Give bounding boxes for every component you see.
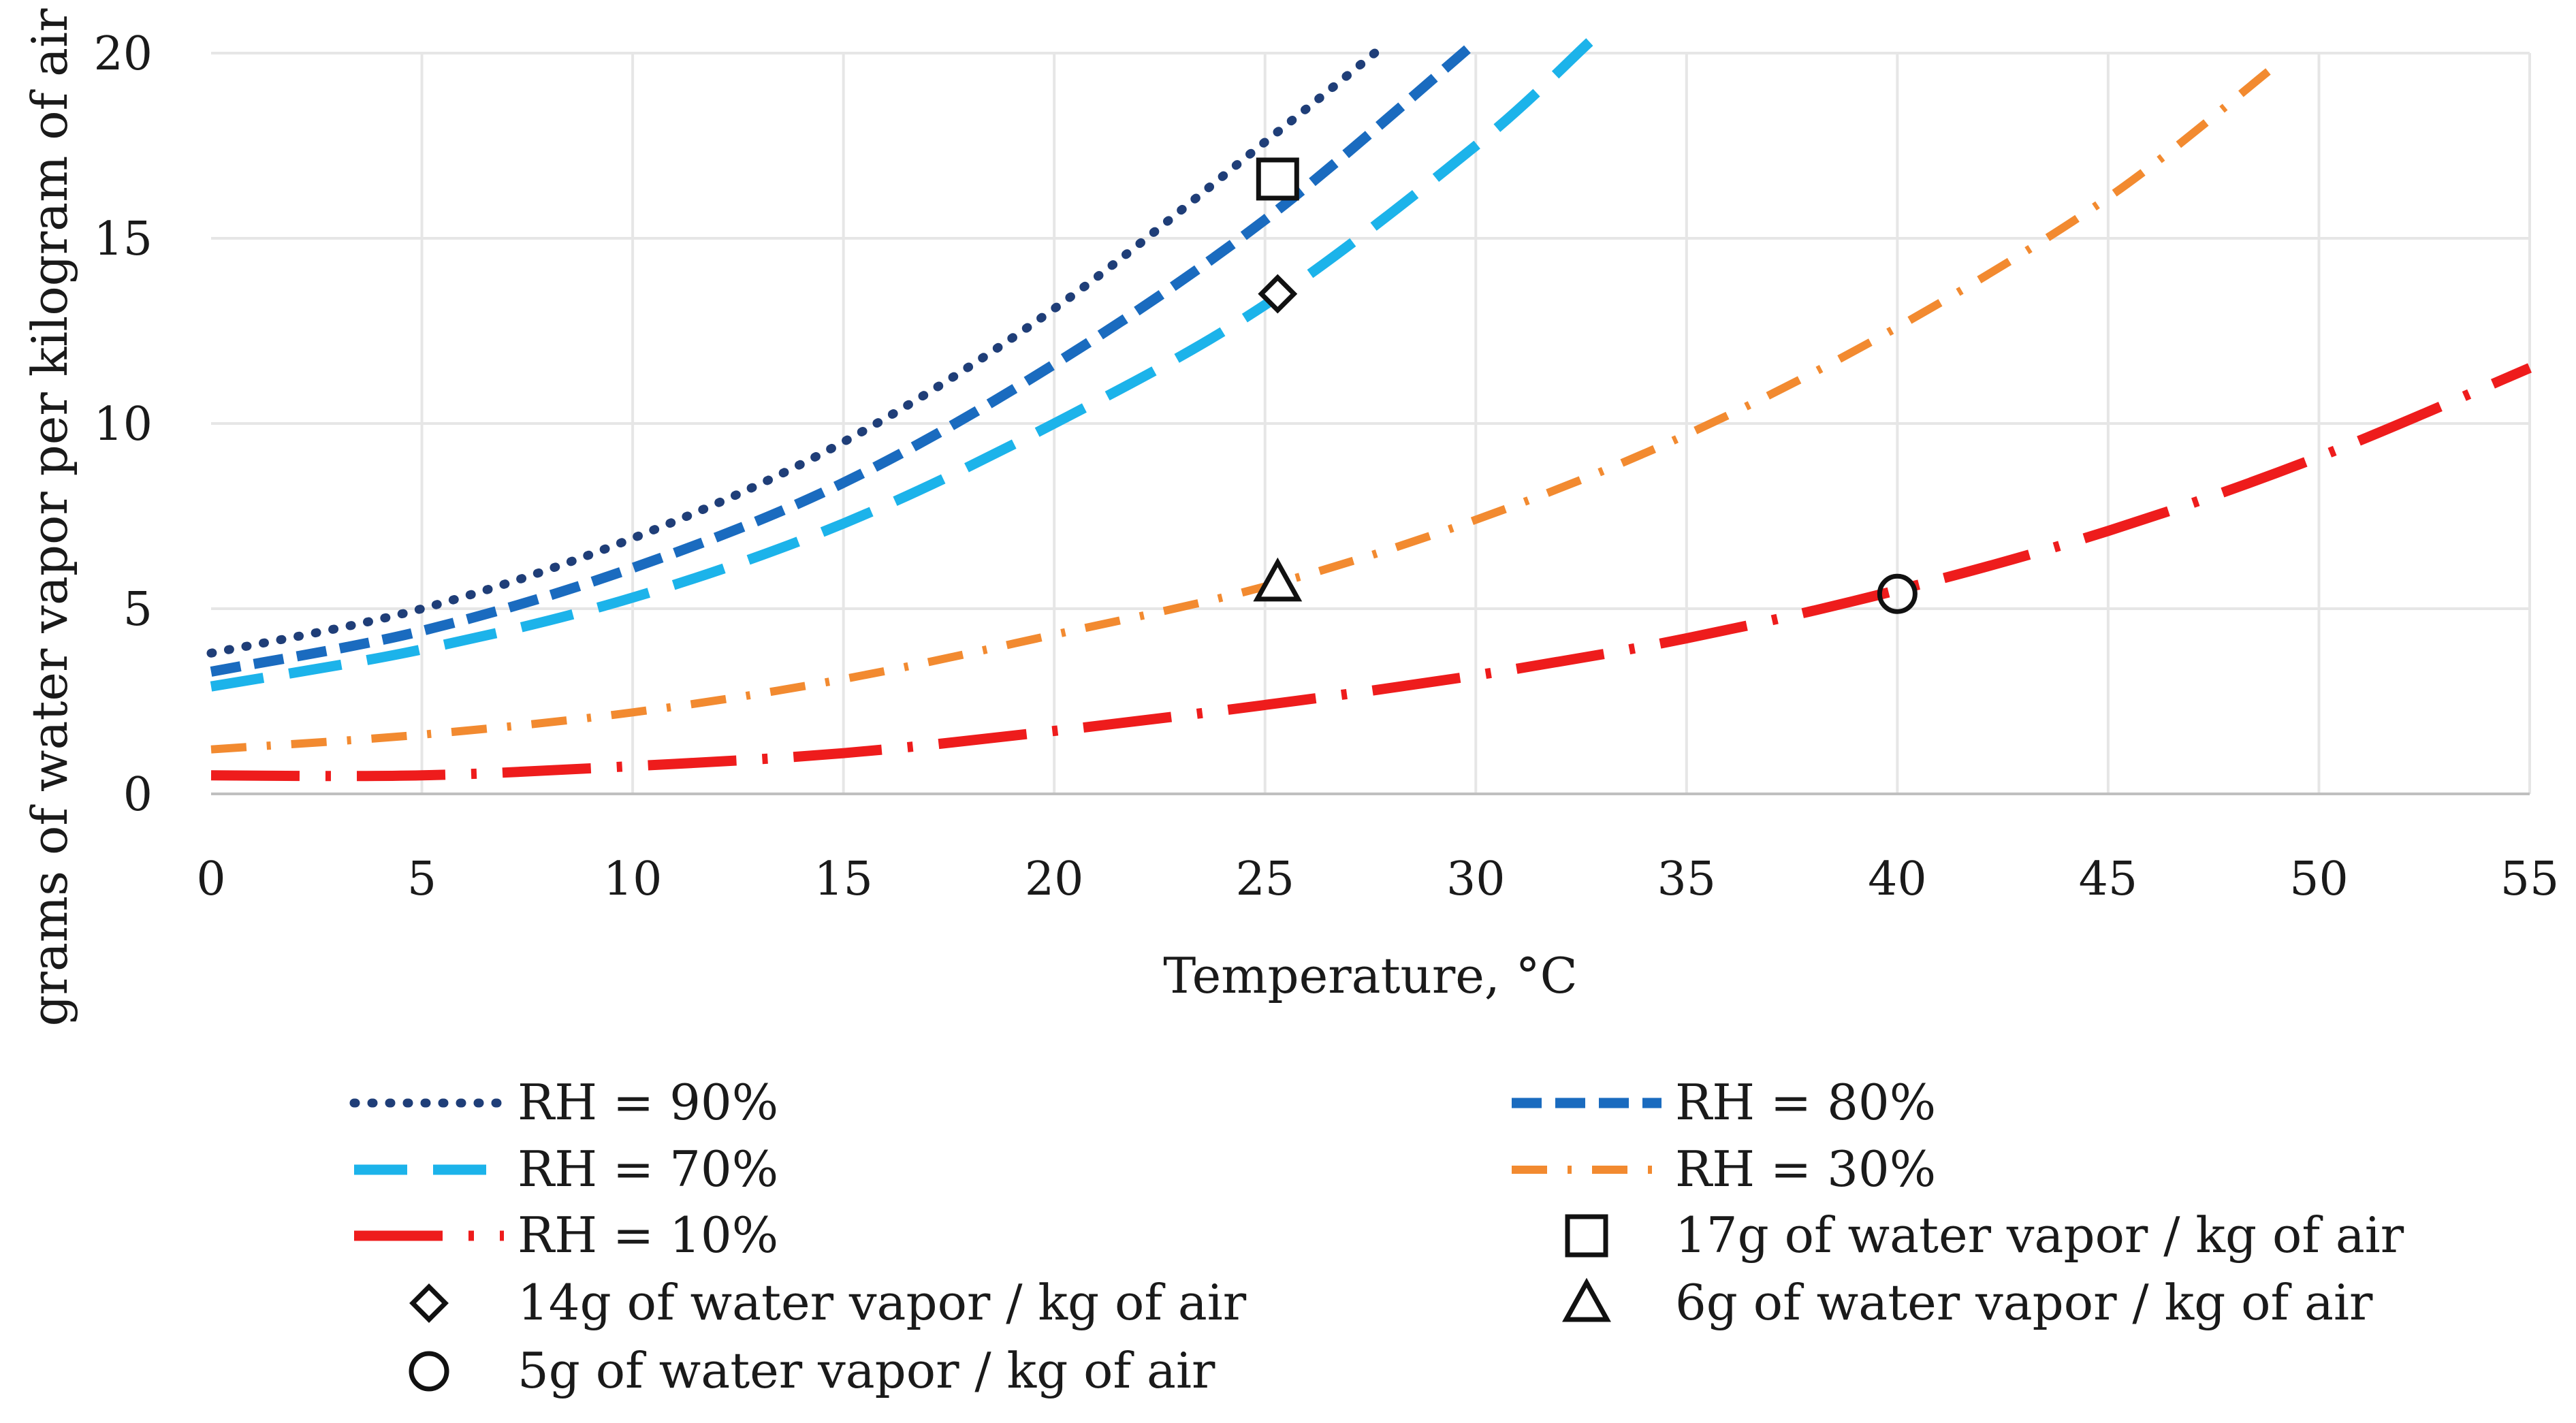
series-layer: [206, 37, 2532, 782]
legend-label: RH = 80%: [1675, 1074, 1936, 1131]
series-line-2: [210, 38, 1593, 692]
x-tick-label: 15: [814, 852, 873, 906]
x-tick-label: 50: [2289, 852, 2349, 906]
diamond-marker: [1258, 274, 1298, 314]
x-tick-label: 30: [1446, 852, 1506, 906]
square-marker: [1256, 157, 1299, 201]
circle-marker: [1877, 573, 1918, 614]
x-tick-label: 35: [1657, 852, 1717, 906]
legend-diamond-icon: [409, 1283, 449, 1323]
x-tick-label: 20: [1025, 852, 1084, 906]
legend-circle-icon: [409, 1351, 449, 1392]
legend-label: RH = 70%: [518, 1140, 778, 1198]
legend-label: 5g of water vapor / kg of air: [518, 1342, 1215, 1399]
legend-label: RH = 90%: [518, 1074, 778, 1131]
y-tick-label: 0: [123, 768, 153, 822]
triangle-marker: [1253, 557, 1303, 602]
legend-label: RH = 30%: [1675, 1140, 1936, 1198]
x-tick-label: 10: [603, 852, 663, 906]
y-tick-label: 20: [93, 27, 153, 81]
series-line-1: [210, 37, 1480, 677]
legend-label: RH = 10%: [518, 1206, 778, 1264]
x-axis-title: Temperature, °C: [1163, 947, 1578, 1004]
tick-labels: 0 5 10 15 20 25 30 35 40 45 50 55 0 5 10 15 20: [93, 27, 2559, 906]
x-tick-label: 25: [1235, 852, 1294, 906]
legend-label: 6g of water vapor / kg of air: [1675, 1274, 2373, 1331]
x-tick-label: 45: [2079, 852, 2138, 906]
legend-triangle-icon: [1562, 1277, 1611, 1322]
grid: [211, 52, 2531, 794]
x-tick-label: 5: [407, 852, 436, 906]
series-line-4: [210, 363, 2532, 782]
legend-label: 14g of water vapor / kg of air: [518, 1274, 1247, 1331]
x-tick-label: 40: [1868, 852, 1927, 906]
x-tick-label: 0: [196, 852, 225, 906]
x-tick-label: 55: [2500, 852, 2560, 906]
y-tick-label: 10: [93, 398, 153, 451]
series-line-3: [210, 65, 2276, 754]
series-line-0: [206, 48, 1380, 658]
marker-layer: [1253, 157, 1918, 614]
y-tick-label: 15: [93, 212, 153, 266]
legend: RH = 90% RH = 80% RH = 70% RH = 30% RH = 10%…: [349, 1074, 2404, 1399]
legend-square-icon: [1565, 1214, 1608, 1258]
y-axis-title: grams of water vapor per kilogram of air: [21, 8, 78, 1027]
legend-label: 17g of water vapor / kg of air: [1675, 1206, 2404, 1264]
y-tick-label: 5: [123, 583, 153, 637]
